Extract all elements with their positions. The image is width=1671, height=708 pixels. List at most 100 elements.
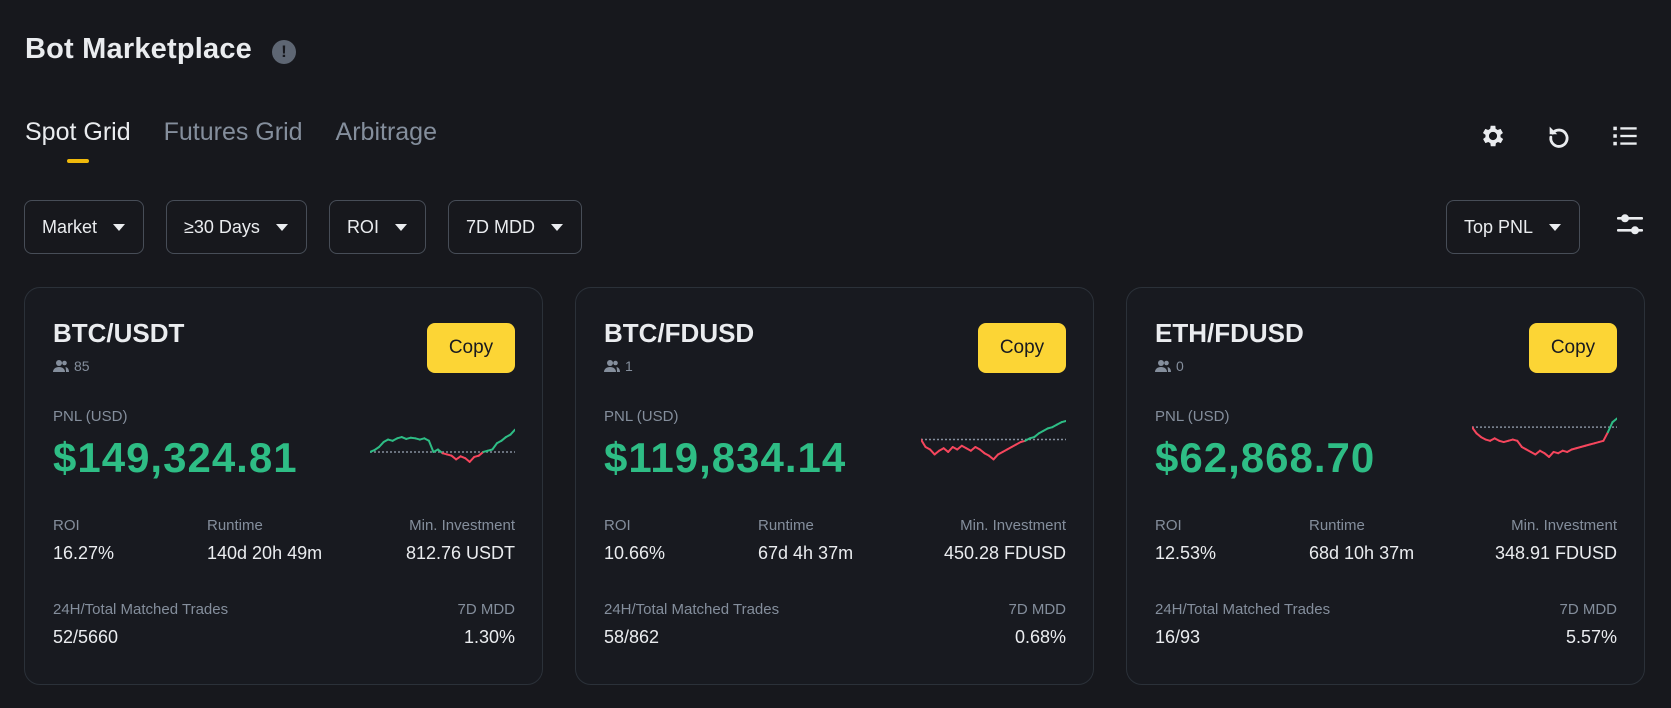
bot-card[interactable]: BTC/USDT 85 Copy PNL (USD) $149,324.81 R… <box>24 287 543 685</box>
mdd-label: 7D MDD <box>1008 601 1066 618</box>
copiers-count: 0 <box>1155 358 1184 374</box>
pnl-sparkline <box>370 428 515 463</box>
mdd-label: 7D MDD <box>457 601 515 618</box>
pnl-value: $119,834.14 <box>604 434 847 481</box>
pnl-value: $149,324.81 <box>53 434 298 481</box>
sparkline-segment <box>992 453 1000 461</box>
min-investment-label: Min. Investment <box>409 517 515 534</box>
sliders-icon[interactable] <box>1615 210 1645 240</box>
caret-down-icon <box>275 223 288 231</box>
trading-pair: BTC/USDT <box>53 318 185 348</box>
refresh-icon[interactable] <box>1545 122 1573 150</box>
mdd-value: 5.57% <box>1565 627 1617 647</box>
page-title: Bot Marketplace <box>25 33 253 65</box>
mdd-label: 7D MDD <box>1559 601 1617 618</box>
copy-button[interactable]: Copy <box>1529 323 1617 373</box>
runtime-stat: Runtime 140d 20h 49m <box>207 517 322 564</box>
min-investment-value: 348.91 FDUSD <box>1494 543 1617 563</box>
sparkline-segment <box>491 442 498 451</box>
tab-futures-grid[interactable]: Futures Grid <box>163 118 303 146</box>
sparkline-segment <box>378 441 385 448</box>
mdd-stat: 7D MDD 5.57% <box>1559 601 1617 648</box>
pnl-label: PNL (USD) <box>1155 408 1230 425</box>
title-row: Bot Marketplace ! <box>25 33 297 66</box>
sort-label: Top PNL <box>1463 216 1533 237</box>
mdd-filter[interactable]: 7D MDD <box>447 200 582 254</box>
trades-value: 58/862 <box>604 627 660 647</box>
mdd-stat: 7D MDD 1.30% <box>457 601 515 648</box>
sort-dropdown[interactable]: Top PNL <box>1445 200 1580 254</box>
roi-filter[interactable]: ROI <box>328 200 426 254</box>
sparkline-segment <box>1548 450 1555 458</box>
sparkline-segment <box>1516 439 1523 448</box>
roi-value: 16.27% <box>53 543 115 563</box>
min-investment-stat: Min. Investment 450.28 FDUSD <box>944 517 1066 564</box>
mdd-value: 1.30% <box>463 627 515 647</box>
trades-stat: 24H/Total Matched Trades 52/5660 <box>53 601 228 648</box>
copiers-value: 0 <box>1176 358 1184 374</box>
min-investment-stat: Min. Investment 348.91 FDUSD <box>1495 517 1617 564</box>
runtime-label: Runtime <box>758 517 814 534</box>
bot-card[interactable]: BTC/FDUSD 1 Copy PNL (USD) $119,834.14 R… <box>575 287 1094 685</box>
sparkline-segment <box>947 446 954 453</box>
sparkline-segment <box>1060 419 1066 424</box>
sparkline-segment <box>1606 421 1614 434</box>
runtime-value: 140d 20h 49m <box>207 543 323 563</box>
bot-card[interactable]: ETH/FDUSD 0 Copy PNL (USD) $62,868.70 RO… <box>1126 287 1645 685</box>
copiers-count: 85 <box>53 358 90 374</box>
sparkline-segment <box>1602 431 1609 442</box>
trades-stat: 24H/Total Matched Trades 16/93 <box>1155 601 1330 648</box>
min-investment-value: 450.28 FDUSD <box>943 543 1066 563</box>
sparkline-segment <box>921 438 927 448</box>
toolbar-icons <box>1479 122 1639 150</box>
trades-value: 16/93 <box>1155 627 1201 647</box>
copy-button[interactable]: Copy <box>427 323 515 373</box>
market-filter-label: Market <box>42 216 98 237</box>
roi-stat: ROI 10.66% <box>604 517 665 564</box>
runtime-stat: Runtime 68d 10h 37m <box>1309 517 1414 564</box>
mdd-stat: 7D MDD 0.68% <box>1008 601 1066 648</box>
trading-pair: ETH/FDUSD <box>1155 318 1304 348</box>
sparkline-segment <box>929 448 936 456</box>
sparkline-segment <box>468 455 476 463</box>
roi-stat: ROI 12.53% <box>1155 517 1216 564</box>
caret-down-icon <box>113 223 126 231</box>
runtime-filter-label: ≥30 Days <box>184 216 260 237</box>
filter-row: Market ≥30 Days ROI 7D MDD <box>24 200 582 254</box>
min-investment-stat: Min. Investment 812.76 USDT <box>406 517 515 564</box>
pnl-label: PNL (USD) <box>604 408 679 425</box>
pnl-sparkline <box>1472 417 1617 458</box>
runtime-value: 68d 10h 37m <box>1309 543 1415 563</box>
trades-label: 24H/Total Matched Trades <box>1155 601 1331 618</box>
roi-value: 10.66% <box>604 543 666 563</box>
roi-label: ROI <box>1155 517 1182 534</box>
roi-stat: ROI 16.27% <box>53 517 114 564</box>
roi-label: ROI <box>53 517 80 534</box>
runtime-value: 67d 4h 37m <box>758 543 854 563</box>
copy-button[interactable]: Copy <box>978 323 1066 373</box>
runtime-filter[interactable]: ≥30 Days <box>166 200 307 254</box>
mdd-filter-label: 7D MDD <box>465 216 535 237</box>
info-icon[interactable]: ! <box>272 39 297 64</box>
min-investment-label: Min. Investment <box>1511 517 1617 534</box>
bot-type-tabs: Spot Grid Futures Grid Arbitrage <box>25 118 437 163</box>
mdd-value: 0.68% <box>1014 627 1066 647</box>
caret-down-icon <box>1549 223 1561 231</box>
roi-filter-label: ROI <box>346 216 379 237</box>
tab-arbitrage[interactable]: Arbitrage <box>335 118 437 146</box>
tab-spot-grid[interactable]: Spot Grid <box>25 118 131 163</box>
runtime-label: Runtime <box>1309 517 1365 534</box>
gear-icon[interactable] <box>1479 122 1507 150</box>
list-icon[interactable] <box>1611 122 1639 150</box>
users-icon <box>604 360 620 372</box>
copiers-count: 1 <box>604 358 633 374</box>
market-filter[interactable]: Market <box>24 200 145 254</box>
caret-down-icon <box>550 223 563 231</box>
roi-value: 12.53% <box>1155 543 1217 563</box>
runtime-stat: Runtime 67d 4h 37m <box>758 517 853 564</box>
runtime-label: Runtime <box>207 517 263 534</box>
trades-label: 24H/Total Matched Trades <box>53 601 229 618</box>
users-icon <box>53 360 69 372</box>
pnl-sparkline <box>921 419 1066 461</box>
trading-pair: BTC/FDUSD <box>604 318 755 348</box>
